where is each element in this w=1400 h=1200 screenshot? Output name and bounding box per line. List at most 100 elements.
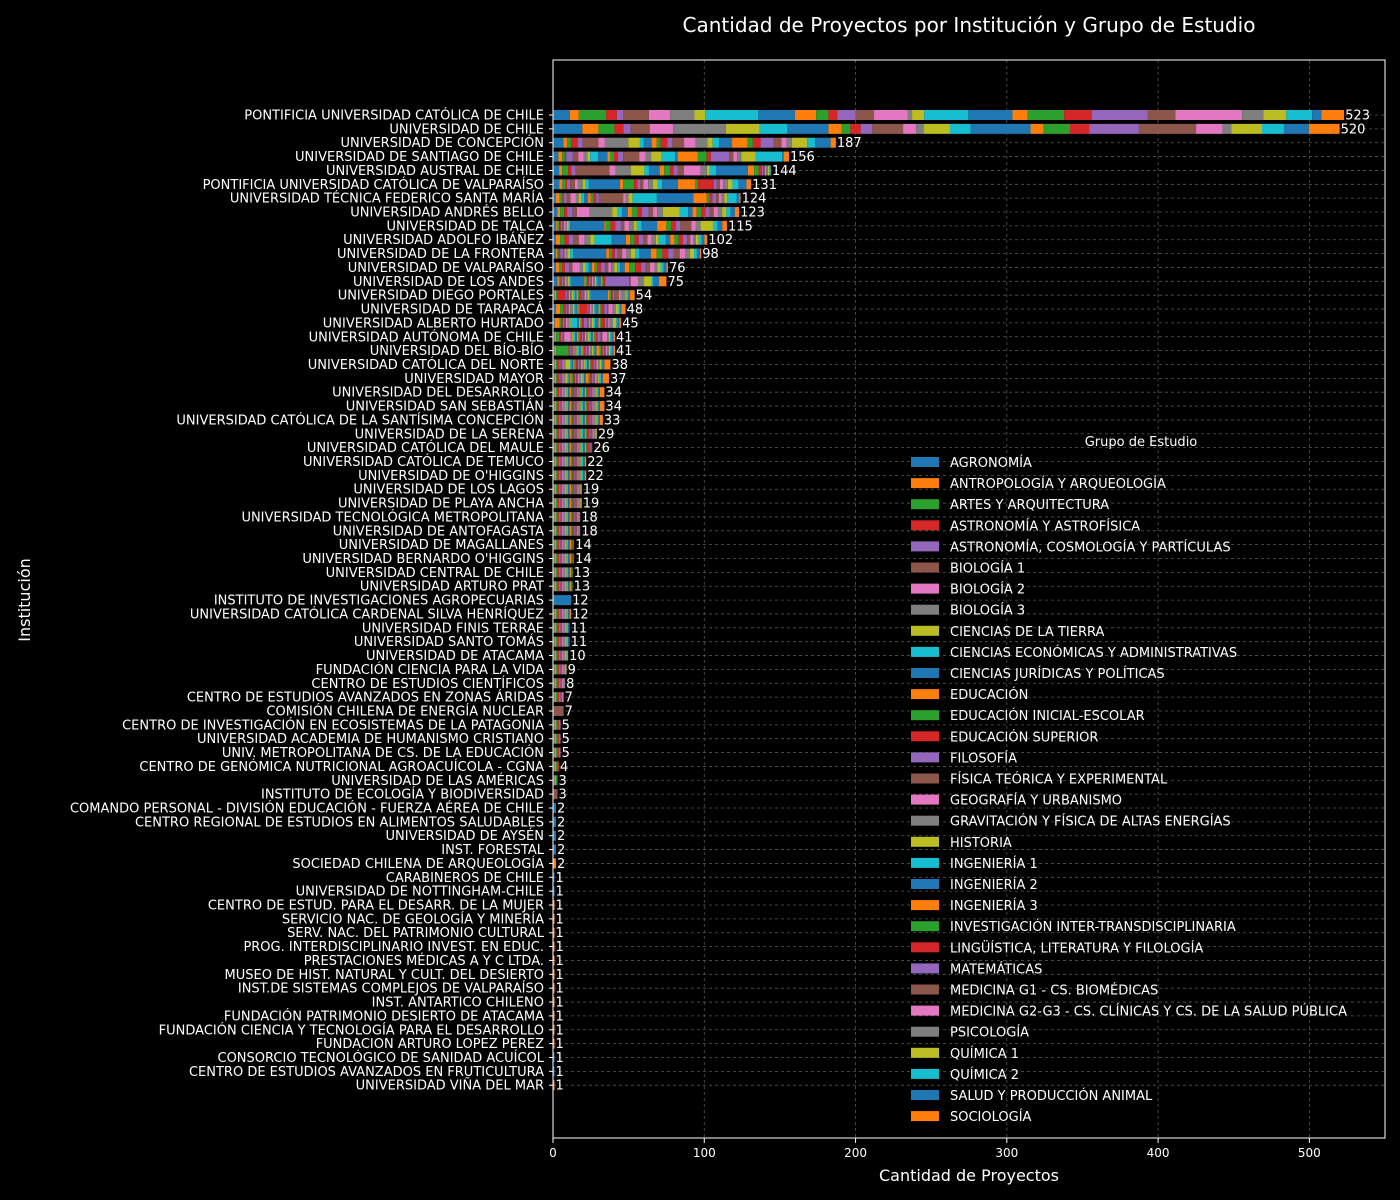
bar-segment — [574, 442, 576, 453]
bar-segment — [559, 179, 563, 190]
bar-segment — [570, 331, 573, 342]
bar-segment — [656, 137, 661, 148]
y-tick-label: UNIVERSIDAD DE MAGALLANES — [339, 538, 544, 553]
bar-segment — [564, 262, 570, 273]
bar-segment — [562, 373, 564, 384]
bar-segment — [657, 262, 661, 273]
bar-segment — [593, 428, 596, 439]
bar-segment — [781, 137, 787, 148]
bar-segment — [807, 137, 816, 148]
bar-segment — [566, 456, 569, 467]
bar-segment — [607, 345, 609, 356]
bar-segment — [575, 525, 578, 536]
bar-segment — [732, 137, 748, 148]
bar-segment — [580, 428, 582, 439]
bar-segment — [560, 567, 563, 578]
bar-segment — [593, 359, 595, 370]
bar-segment — [557, 678, 560, 689]
legend-swatch — [911, 794, 939, 805]
legend-label: ANTROPOLOGÍA Y ARQUEOLOGÍA — [950, 476, 1166, 492]
bar-segment — [571, 525, 573, 536]
bar-segment — [596, 414, 599, 425]
bar-segment — [639, 248, 651, 259]
value-label: 38 — [611, 358, 628, 373]
bar-segment — [554, 761, 557, 772]
y-tick-label: CENTRO DE ESTUDIOS CIENTÍFICOS — [311, 676, 544, 692]
bar-segment — [716, 179, 720, 190]
bar-segment — [556, 525, 558, 536]
bar-segment — [584, 387, 587, 398]
bar-segment — [589, 414, 591, 425]
y-tick-label: UNIVERSIDAD ADOLFO IBÁÑEZ — [343, 232, 544, 248]
bar-segment — [566, 608, 569, 619]
value-label: 3 — [559, 788, 567, 803]
y-tick-label: UNIVERSIDAD ACADEMIA DE HUMANISMO CRISTI… — [197, 732, 544, 747]
bar-segment — [568, 387, 570, 398]
bar-segment — [1070, 123, 1090, 134]
bar-segment — [617, 248, 623, 259]
bar-segment — [580, 470, 582, 481]
legend-swatch — [911, 942, 939, 953]
bar-segment — [1030, 123, 1044, 134]
x-tick-label: 0 — [549, 1146, 557, 1160]
bar-segment — [570, 220, 605, 231]
bar-segment — [584, 359, 586, 370]
bar-segment — [560, 539, 563, 550]
bar-segment — [578, 317, 581, 328]
bar-segment — [623, 193, 626, 204]
bar-segment — [595, 387, 597, 398]
value-label: 11 — [571, 621, 588, 636]
bar-segment — [625, 290, 627, 301]
bar-segment — [561, 262, 565, 273]
legend-label: FÍSICA TEÓRICA Y EXPERIMENTAL — [950, 772, 1168, 788]
bar-segment — [568, 567, 570, 578]
bar-segment — [563, 276, 565, 287]
bar-segment — [727, 193, 737, 204]
bar-segment — [634, 179, 638, 190]
bar-segment — [568, 553, 570, 564]
bar-segment — [571, 290, 574, 301]
bar-segment — [557, 747, 560, 758]
value-label: 41 — [616, 344, 633, 359]
bar-segment — [769, 165, 771, 176]
value-label: 41 — [616, 330, 633, 345]
bar-segment — [559, 581, 561, 592]
bar-segment — [662, 248, 669, 259]
bar-segment — [553, 317, 555, 328]
value-label: 26 — [593, 441, 610, 456]
y-tick-label: UNIVERSIDAD ALBERTO HURTADO — [323, 316, 544, 331]
bar-segment — [554, 428, 557, 439]
legend-label: BIOLOGÍA 1 — [950, 561, 1025, 577]
bar-segment — [568, 636, 570, 647]
bar-segment — [590, 193, 594, 204]
bar-segment — [583, 442, 585, 453]
bar-segment — [571, 373, 574, 384]
bar-segment — [673, 248, 680, 259]
value-label: 9 — [568, 663, 576, 678]
bar-segment — [582, 317, 584, 328]
bar-segment — [553, 1052, 555, 1063]
bar-segment — [660, 137, 668, 148]
bar-segment — [565, 650, 567, 661]
bar-segment — [557, 276, 559, 287]
y-tick-label: UNIVERSIDAD DE O'HIGGINS — [358, 469, 544, 484]
bar-segment — [624, 262, 630, 273]
value-label: 1 — [556, 954, 564, 969]
bar-segment — [629, 290, 635, 301]
bar-segment — [564, 234, 569, 245]
bar-segment — [611, 331, 614, 342]
bar-segment — [578, 511, 581, 522]
bar-segment — [570, 359, 572, 370]
legend-label: EDUCACIÓN INICIAL-ESCOLAR — [950, 708, 1145, 724]
value-label: 102 — [708, 233, 733, 248]
bar-segment — [830, 137, 836, 148]
value-label: 1 — [556, 926, 564, 941]
bar-segment — [578, 304, 581, 315]
x-tick-label: 400 — [1147, 1146, 1170, 1160]
legend-swatch — [911, 562, 939, 573]
bar-segment — [570, 304, 573, 315]
bar-segment — [1064, 110, 1092, 120]
y-tick-label: FUNDACIÓN PATRIMONIO DESIERTO DE ATACAMA — [224, 1008, 544, 1024]
bar-segment — [622, 110, 649, 120]
legend-label: GRAVITACIÓN Y FÍSICA DE ALTAS ENERGÍAS — [950, 814, 1231, 830]
